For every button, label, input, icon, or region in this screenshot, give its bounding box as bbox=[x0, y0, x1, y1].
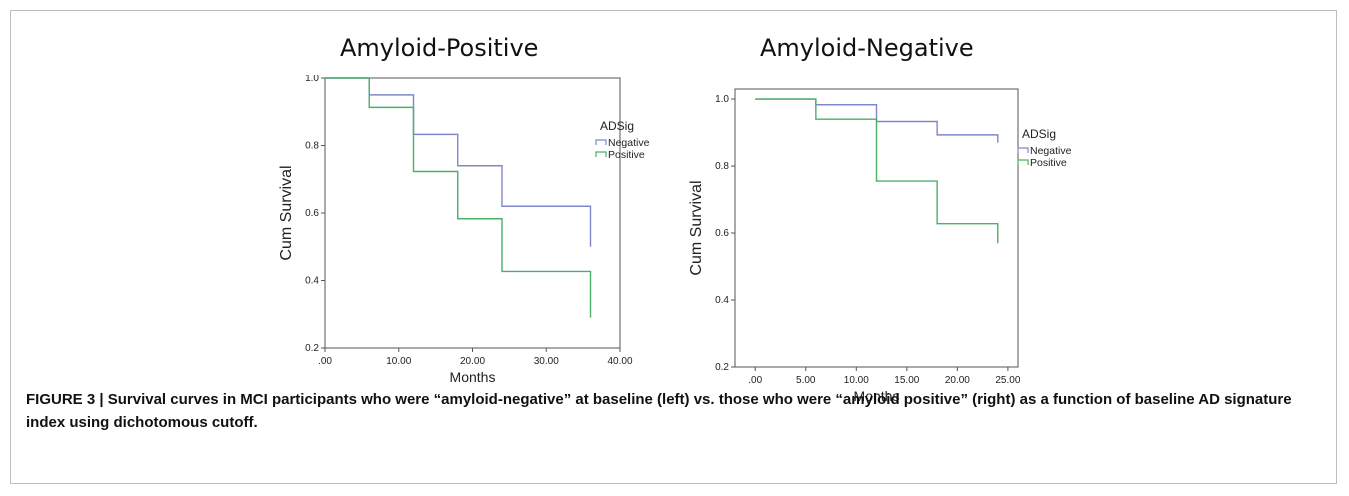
y-tick-label: 0.6 bbox=[715, 228, 729, 239]
series-line-negative bbox=[325, 77, 592, 247]
chart-left: 0.2 0.4 0.6 0.8 1.0 .00 10.00 20.00 30.00 40.00 Mo… bbox=[278, 75, 650, 385]
y-tick-label: 0.2 bbox=[305, 343, 319, 354]
legend-title: ADSig bbox=[600, 119, 634, 133]
legend-title: ADSig bbox=[1022, 127, 1056, 141]
figure-frame bbox=[10, 10, 1337, 484]
x-tick-label: .00 bbox=[318, 356, 332, 367]
x-axis-label: Months bbox=[854, 388, 900, 404]
x-tick-label: 40.00 bbox=[607, 356, 632, 367]
legend-swatch-negative bbox=[1017, 147, 1029, 153]
x-tick-label: .00 bbox=[748, 375, 762, 386]
legend-label-negative: Negative bbox=[608, 137, 650, 149]
legend-swatch-positive bbox=[1017, 159, 1029, 165]
x-tick-label: 10.00 bbox=[386, 356, 411, 367]
legend-swatch-positive bbox=[595, 151, 607, 157]
y-axis-label: Cum Survival bbox=[688, 180, 705, 275]
y-tick-label: 0.6 bbox=[305, 208, 319, 219]
chart-right: 0.2 0.4 0.6 0.8 1.0 .00 5.00 10.00 15.00 20.00 25.… bbox=[688, 88, 1072, 404]
legend-label-negative: Negative bbox=[1030, 145, 1072, 157]
legend-label-positive: Positive bbox=[608, 149, 645, 161]
y-tick-label: 0.4 bbox=[305, 276, 319, 287]
x-tick-label: 10.00 bbox=[844, 375, 869, 386]
y-tick-label: 0.2 bbox=[715, 362, 729, 373]
figure-caption: FIGURE 3 | Survival curves in MCI partic… bbox=[26, 388, 1316, 434]
y-tick-label: 0.4 bbox=[715, 295, 729, 306]
y-tick-label: 0.8 bbox=[715, 161, 729, 172]
x-axis-label: Months bbox=[450, 369, 496, 385]
legend-label-positive: Positive bbox=[1030, 157, 1067, 169]
x-tick-label: 30.00 bbox=[534, 356, 559, 367]
x-tick-label: 25.00 bbox=[995, 375, 1020, 386]
x-tick-label: 15.00 bbox=[894, 375, 919, 386]
y-tick-label: 1.0 bbox=[715, 94, 729, 105]
caption-text: Survival curves in MCI participants who … bbox=[26, 391, 1292, 431]
x-tick-label: 20.00 bbox=[460, 356, 485, 367]
y-axis-label: Cum Survival bbox=[278, 165, 295, 260]
y-tick-label: 0.8 bbox=[305, 141, 319, 152]
plot-area bbox=[324, 77, 621, 349]
x-tick-label: 5.00 bbox=[796, 375, 816, 386]
x-tick-label: 20.00 bbox=[945, 375, 970, 386]
y-tick-label: 1.0 bbox=[305, 75, 319, 84]
caption-label: FIGURE 3 | bbox=[26, 391, 104, 408]
series-line-positive bbox=[325, 77, 592, 318]
plot-area bbox=[734, 88, 1019, 368]
legend-swatch-negative bbox=[595, 139, 607, 145]
chart-title-left: Amyloid-Positive bbox=[340, 34, 539, 62]
chart-title-right: Amyloid-Negative bbox=[760, 34, 974, 62]
series-line-positive bbox=[755, 98, 999, 244]
